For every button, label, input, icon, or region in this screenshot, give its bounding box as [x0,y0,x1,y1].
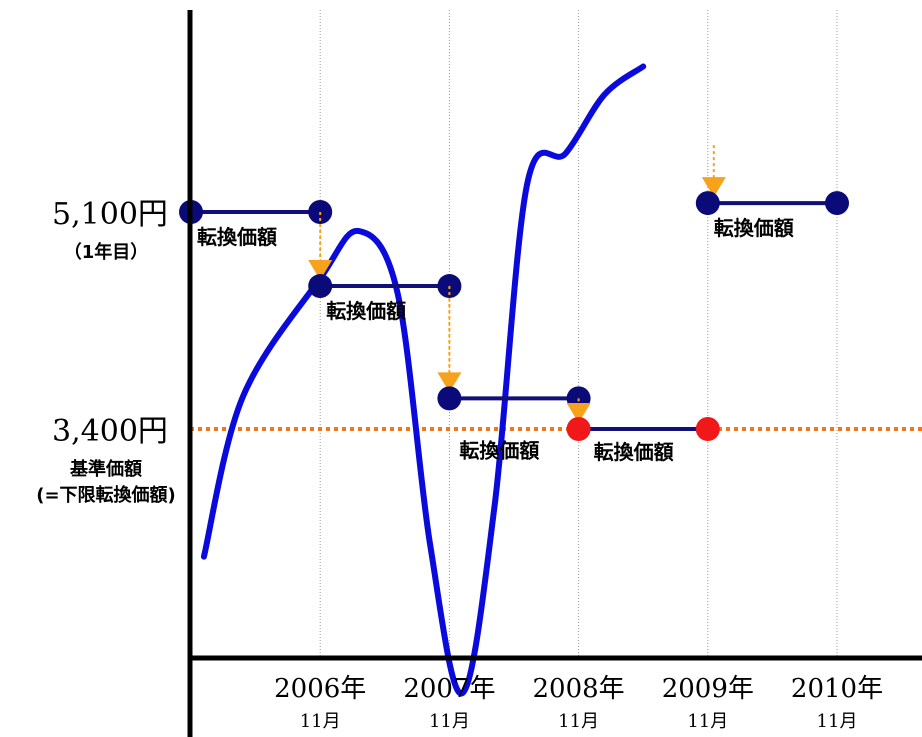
x-tick-year-2: 2007年 [403,674,495,704]
segment-end-dot-4 [695,417,720,441]
segment-start-dot-3 [437,386,462,411]
vertical-gridlines [319,10,838,658]
y-label-sub-2-1: 基準価額 [69,458,142,480]
x-tick-month-4: 11月 [687,711,728,732]
x-tick-year-3: 2008年 [533,674,625,704]
axes-group [187,10,922,737]
conversion-price-label-5: 転換価額 [714,216,794,240]
conversion-price-label-3: 転換価額 [459,438,539,462]
y-label-sub-2-2: (=下限転換価額) [36,484,176,506]
segment-start-dot-4 [566,417,591,441]
x-tick-year-5: 2010年 [791,674,883,704]
x-tick-year-4: 2009年 [662,674,754,704]
adjust-arrow-head-2 [308,260,333,281]
x-tick-month-3: 11月 [558,711,599,732]
price-curve-group [200,63,647,697]
adjust-arrow-head-4 [566,403,591,423]
adjust-arrow-head-3 [437,372,462,393]
price-curve [200,63,647,697]
segment-end-dot-5 [825,191,849,216]
conversion-price-label-2: 転換価額 [326,299,406,323]
x-tick-year-1: 2006年 [274,674,366,704]
conversion-price-label-1: 転換価額 [197,225,277,249]
conversion-price-label-4: 転換価額 [594,440,674,464]
x-tick-month-5: 11月 [817,711,858,732]
segment-start-dot-2 [308,274,333,299]
y-label-value-1: 5,100円 [52,197,168,232]
x-labels-group: 2006年 11月 2007年 11月 2008年 11月 2009年 11月 2010年 11月 [274,674,883,732]
segment-start-dot-5 [695,191,720,216]
y-label-sub-1-1: （1年目） [64,241,149,263]
x-tick-month-2: 11月 [429,711,470,732]
adjust-arrow-head-5 [701,177,726,198]
x-tick-month-1: 11月 [300,711,341,732]
y-label-value-2: 3,400円 [52,414,168,449]
